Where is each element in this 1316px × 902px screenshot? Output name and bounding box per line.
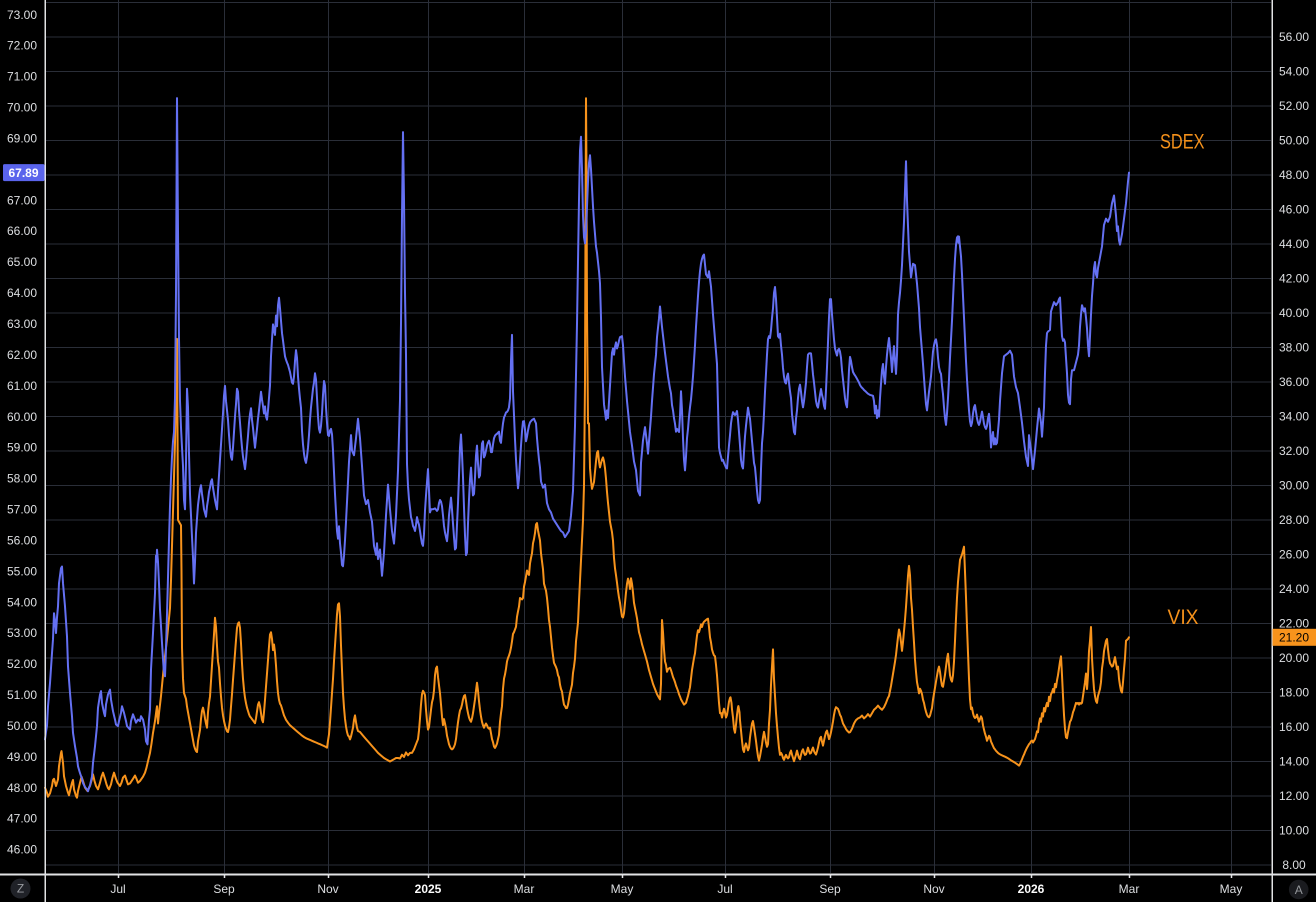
svg-text:66.00: 66.00 <box>7 224 37 238</box>
svg-text:47.00: 47.00 <box>7 812 37 826</box>
svg-text:A: A <box>1295 883 1303 897</box>
svg-text:42.00: 42.00 <box>1279 272 1309 286</box>
svg-text:50.00: 50.00 <box>1279 134 1309 148</box>
svg-text:64.00: 64.00 <box>7 286 37 300</box>
svg-text:28.00: 28.00 <box>1279 513 1309 527</box>
svg-text:24.00: 24.00 <box>1279 582 1309 596</box>
svg-text:21.20: 21.20 <box>1279 631 1309 645</box>
svg-text:May: May <box>1220 882 1243 896</box>
svg-text:52.00: 52.00 <box>7 657 37 671</box>
svg-text:Mar: Mar <box>514 882 535 896</box>
svg-text:57.00: 57.00 <box>7 503 37 517</box>
svg-text:46.00: 46.00 <box>7 843 37 857</box>
svg-text:36.00: 36.00 <box>1279 375 1309 389</box>
svg-text:49.00: 49.00 <box>7 750 37 764</box>
svg-text:VIX: VIX <box>1168 606 1199 629</box>
svg-text:38.00: 38.00 <box>1279 341 1309 355</box>
svg-text:18.00: 18.00 <box>1279 686 1309 700</box>
svg-text:14.00: 14.00 <box>1279 755 1309 769</box>
svg-text:22.00: 22.00 <box>1279 617 1309 631</box>
svg-text:40.00: 40.00 <box>1279 306 1309 320</box>
svg-text:Z: Z <box>17 882 24 896</box>
svg-text:Mar: Mar <box>1119 882 1140 896</box>
svg-text:58.00: 58.00 <box>7 472 37 486</box>
svg-text:SDEX: SDEX <box>1160 131 1205 154</box>
svg-text:71.00: 71.00 <box>7 70 37 84</box>
svg-text:2026: 2026 <box>1018 882 1045 896</box>
svg-text:Sep: Sep <box>819 882 841 896</box>
svg-text:60.00: 60.00 <box>7 410 37 424</box>
svg-text:72.00: 72.00 <box>7 39 37 53</box>
svg-text:Nov: Nov <box>317 882 338 896</box>
svg-text:20.00: 20.00 <box>1279 651 1309 665</box>
svg-text:48.00: 48.00 <box>1279 168 1309 182</box>
svg-text:46.00: 46.00 <box>1279 203 1309 217</box>
svg-text:8.00: 8.00 <box>1282 858 1306 872</box>
svg-text:67.89: 67.89 <box>8 166 38 180</box>
svg-text:56.00: 56.00 <box>7 533 37 547</box>
svg-text:Nov: Nov <box>923 882 944 896</box>
svg-text:51.00: 51.00 <box>7 688 37 702</box>
svg-text:53.00: 53.00 <box>7 626 37 640</box>
svg-text:65.00: 65.00 <box>7 255 37 269</box>
svg-text:34.00: 34.00 <box>1279 410 1309 424</box>
svg-text:70.00: 70.00 <box>7 101 37 115</box>
svg-text:48.00: 48.00 <box>7 781 37 795</box>
svg-text:May: May <box>611 882 634 896</box>
svg-text:67.00: 67.00 <box>7 193 37 207</box>
svg-text:Jul: Jul <box>110 882 125 896</box>
svg-text:54.00: 54.00 <box>7 595 37 609</box>
svg-text:62.00: 62.00 <box>7 348 37 362</box>
svg-text:59.00: 59.00 <box>7 441 37 455</box>
svg-text:16.00: 16.00 <box>1279 720 1309 734</box>
svg-text:50.00: 50.00 <box>7 719 37 733</box>
svg-text:55.00: 55.00 <box>7 564 37 578</box>
svg-text:Jul: Jul <box>717 882 732 896</box>
svg-text:2025: 2025 <box>415 882 442 896</box>
svg-text:69.00: 69.00 <box>7 132 37 146</box>
svg-text:52.00: 52.00 <box>1279 99 1309 113</box>
svg-text:63.00: 63.00 <box>7 317 37 331</box>
svg-text:44.00: 44.00 <box>1279 237 1309 251</box>
svg-text:Sep: Sep <box>213 882 235 896</box>
svg-text:12.00: 12.00 <box>1279 789 1309 803</box>
svg-text:61.00: 61.00 <box>7 379 37 393</box>
svg-text:30.00: 30.00 <box>1279 479 1309 493</box>
svg-text:54.00: 54.00 <box>1279 65 1309 79</box>
svg-text:32.00: 32.00 <box>1279 444 1309 458</box>
svg-text:73.00: 73.00 <box>7 8 37 22</box>
svg-text:56.00: 56.00 <box>1279 30 1309 44</box>
svg-text:10.00: 10.00 <box>1279 824 1309 838</box>
svg-text:26.00: 26.00 <box>1279 548 1309 562</box>
